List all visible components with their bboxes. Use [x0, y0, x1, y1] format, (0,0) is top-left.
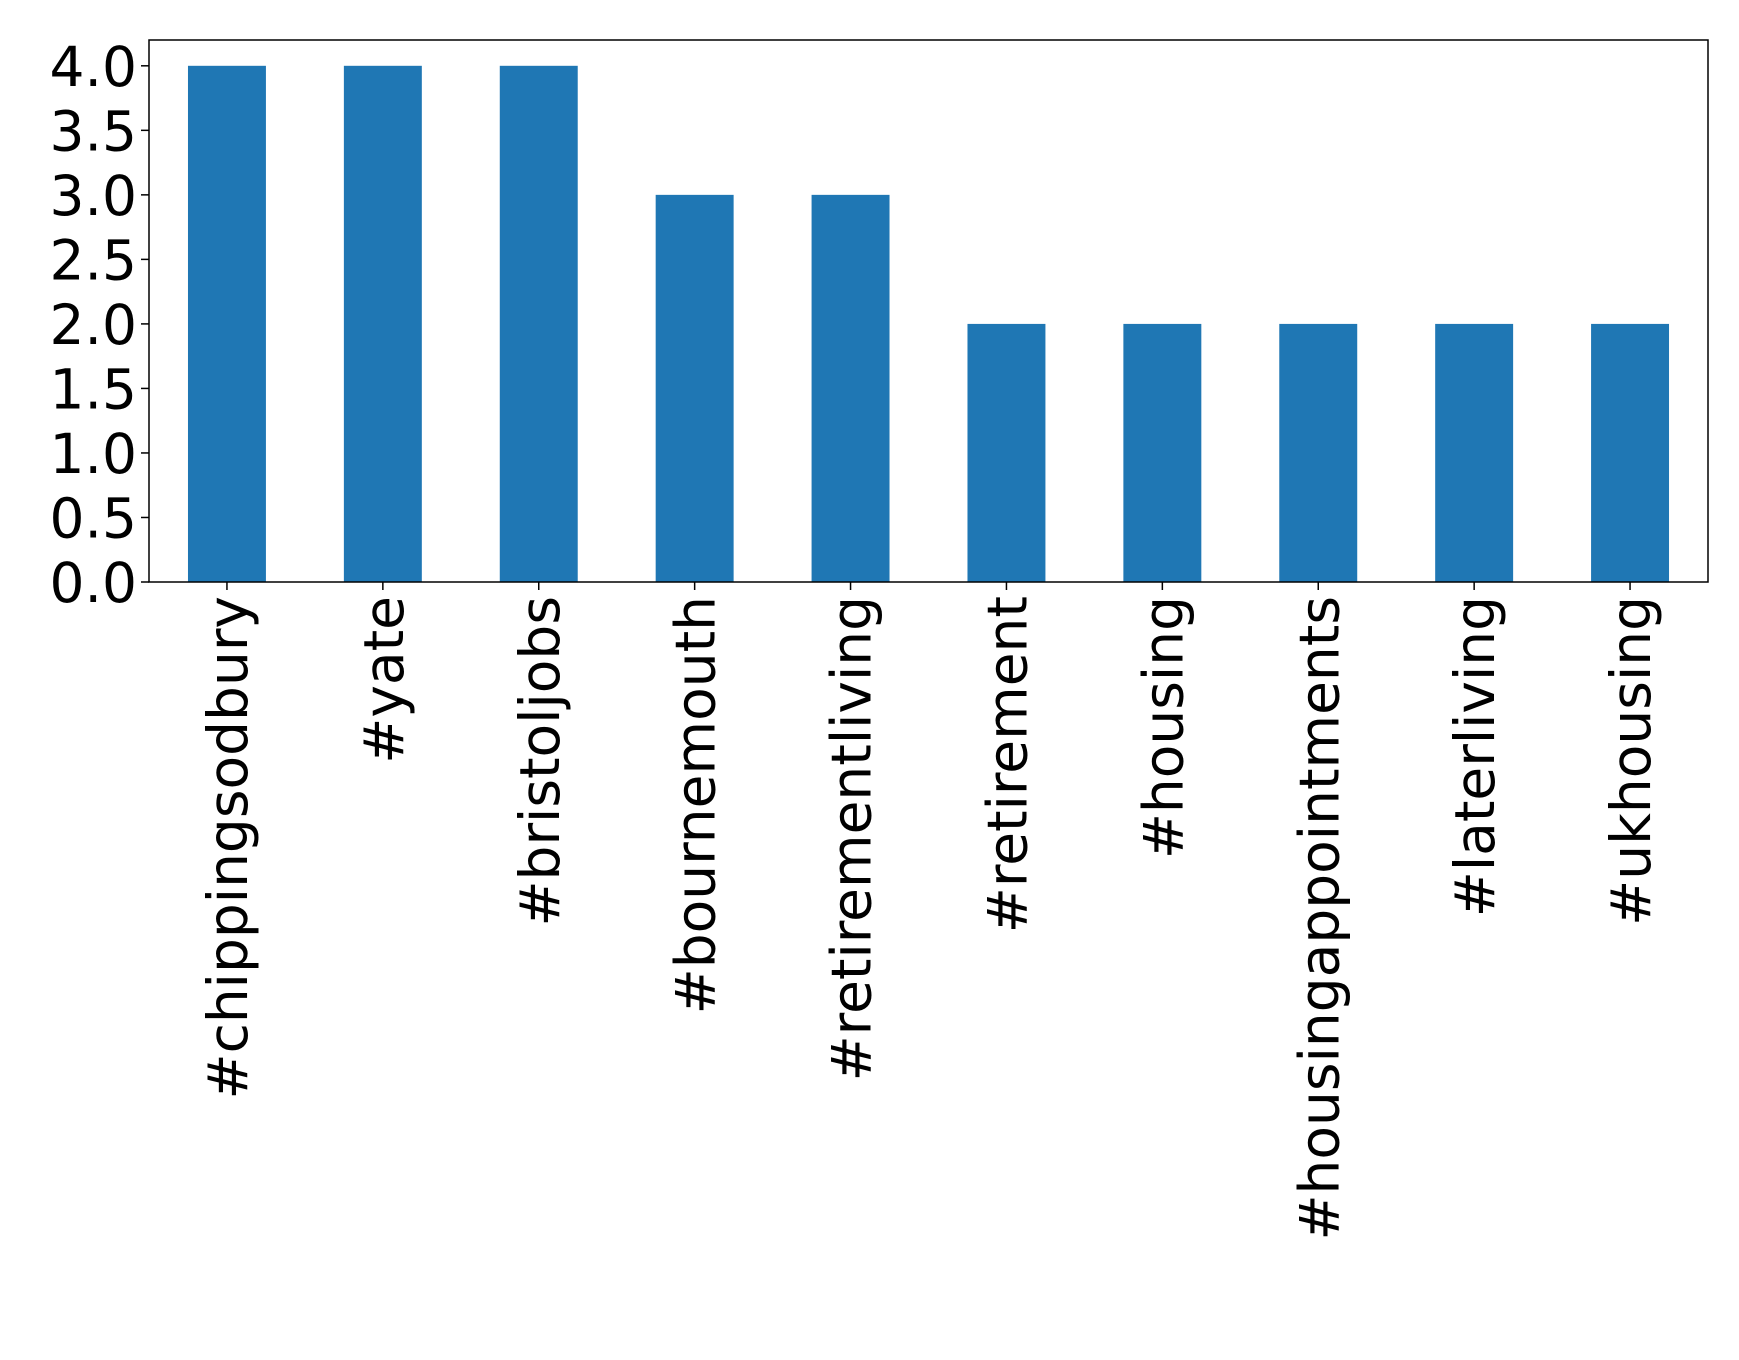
bar: [499, 65, 578, 583]
y-tick-label: 0.0: [50, 551, 137, 615]
x-tick-label: #housingappointments: [1287, 596, 1351, 1241]
y-tick-label: 2.0: [50, 293, 137, 357]
x-tick-label: #bournemouth: [664, 596, 728, 1014]
y-tick-label: 3.0: [50, 164, 137, 228]
bar: [1591, 323, 1670, 582]
y-tick-label: 4.0: [50, 35, 137, 99]
x-tick-label: #bristoljobs: [508, 596, 572, 927]
bar: [967, 323, 1046, 582]
bar: [1435, 323, 1514, 582]
x-tick-label: #retirementliving: [820, 596, 884, 1081]
x-tick-label: #laterliving: [1443, 596, 1507, 917]
y-tick-label: 3.5: [50, 99, 137, 163]
y-tick-label: 1.0: [50, 422, 137, 486]
y-tick-label: 0.5: [50, 486, 137, 550]
x-tick-label: #yate: [352, 596, 416, 764]
bar: [1123, 323, 1202, 582]
bar: [655, 194, 734, 582]
x-tick-label: #ukhousing: [1599, 596, 1663, 926]
x-tick-label: #housing: [1131, 596, 1195, 859]
bar: [187, 65, 266, 583]
x-tick-label: #retirement: [975, 596, 1039, 933]
y-tick-label: 2.5: [50, 228, 137, 292]
y-tick-label: 1.5: [50, 357, 137, 421]
bar: [811, 194, 890, 582]
bar: [343, 65, 422, 583]
bar: [1279, 323, 1358, 582]
plot-frame: [148, 39, 1709, 583]
x-tick-label: #chippingsodbury: [196, 596, 260, 1100]
